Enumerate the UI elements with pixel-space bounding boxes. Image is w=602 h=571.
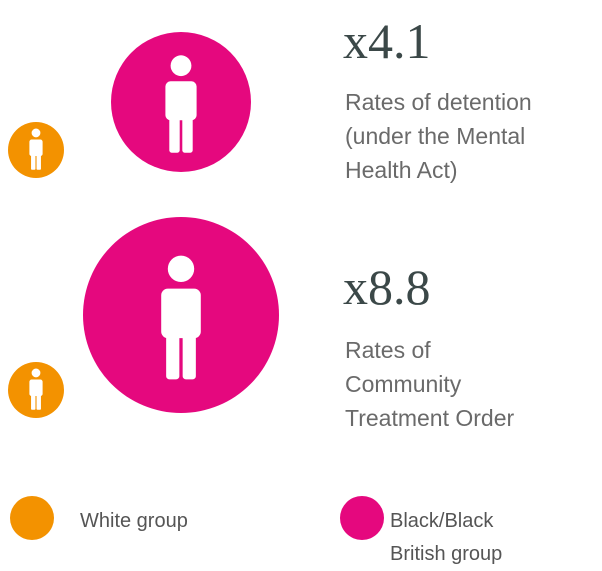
legend-swatch (340, 496, 384, 540)
ratio: x8.8 (343, 259, 431, 315)
legend-label: British group (390, 543, 502, 565)
description: (under the Mental (345, 123, 525, 149)
description: Rates of detention (345, 89, 532, 115)
description: Community (345, 371, 462, 397)
ratio: x4.1 (343, 13, 431, 69)
description: Health Act) (345, 157, 458, 183)
legend-label: Black/Black (390, 510, 494, 532)
legend-label: White group (80, 510, 188, 532)
description: Treatment Order (345, 405, 514, 431)
legend-swatch (10, 496, 54, 540)
description: Rates of (345, 337, 431, 363)
